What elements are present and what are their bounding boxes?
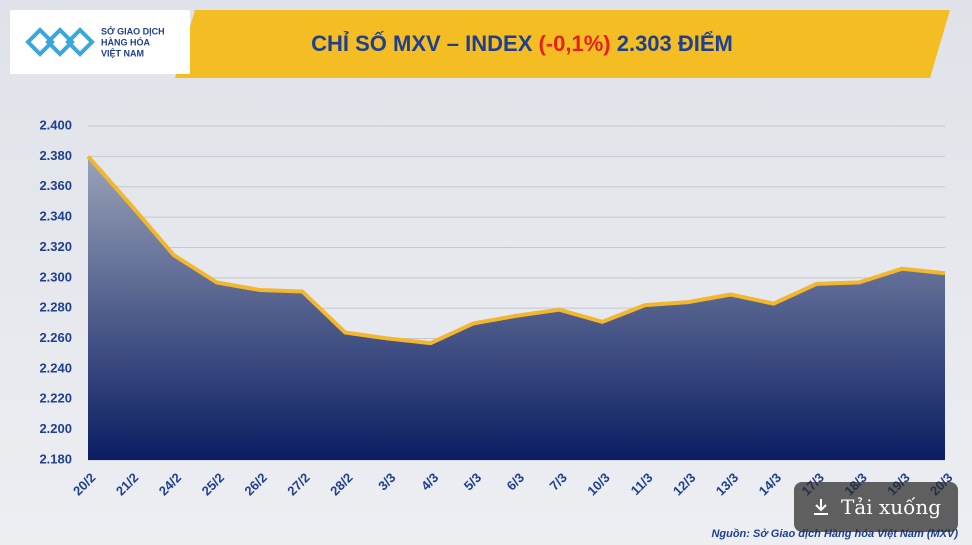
download-button[interactable]: Tải xuống [794, 482, 958, 532]
y-tick-label: 2.360 [39, 178, 72, 193]
x-tick-label: 27/2 [284, 470, 313, 499]
y-tick-label: 2.260 [39, 330, 72, 345]
x-tick-label: 26/2 [241, 470, 270, 499]
y-tick-label: 2.240 [39, 360, 72, 375]
x-tick-label: 4/3 [418, 470, 441, 493]
x-tick-label: 21/2 [113, 470, 142, 499]
x-tick-label: 3/3 [375, 470, 398, 493]
x-tick-label: 13/3 [713, 470, 742, 499]
x-tick-label: 14/3 [756, 470, 785, 499]
area [88, 156, 945, 460]
download-label: Tải xuống [840, 495, 942, 519]
x-tick-label: 28/2 [327, 470, 356, 499]
logo-box [10, 10, 190, 74]
title-part: 2.303 ĐIỂM [611, 31, 733, 56]
line [86, 155, 946, 346]
y-tick-label: 2.320 [39, 239, 72, 254]
x-tick-label: 11/3 [628, 470, 656, 498]
y-tick-label: 2.280 [39, 300, 72, 315]
logo-text: HÀNG HÓA [101, 36, 150, 47]
title-banner [175, 10, 950, 78]
y-tick-label: 2.200 [39, 421, 72, 436]
x-tick-label: 12/3 [670, 470, 699, 499]
logo-text: SỞ GIAO DỊCH [101, 25, 165, 36]
title-part: CHỈ SỐ MXV – INDEX [311, 30, 538, 56]
y-tick-label: 2.180 [39, 451, 72, 466]
logo-text: VIỆT NAM [101, 47, 144, 58]
logo-icon [25, 27, 95, 57]
x-tick-label: 5/3 [461, 470, 484, 493]
x-tick-label: 6/3 [504, 470, 527, 493]
x-tick-label: 24/2 [156, 470, 185, 499]
x-tick-label: 25/2 [199, 470, 228, 499]
x-tick-label: 7/3 [547, 470, 570, 493]
download-icon [813, 499, 828, 515]
y-tick-label: 2.400 [39, 117, 72, 132]
y-tick-label: 2.380 [39, 148, 72, 163]
title-part: (-0,1%) [538, 31, 610, 56]
y-tick-label: 2.220 [39, 391, 72, 406]
y-tick-label: 2.300 [39, 269, 72, 284]
y-tick-label: 2.340 [39, 209, 72, 224]
x-tick-label: 10/3 [584, 470, 613, 499]
chart-title: CHỈ SỐ MXV – INDEX (-0,1%) 2.303 ĐIỂM [311, 30, 733, 56]
x-tick-label: 20/2 [70, 470, 99, 499]
